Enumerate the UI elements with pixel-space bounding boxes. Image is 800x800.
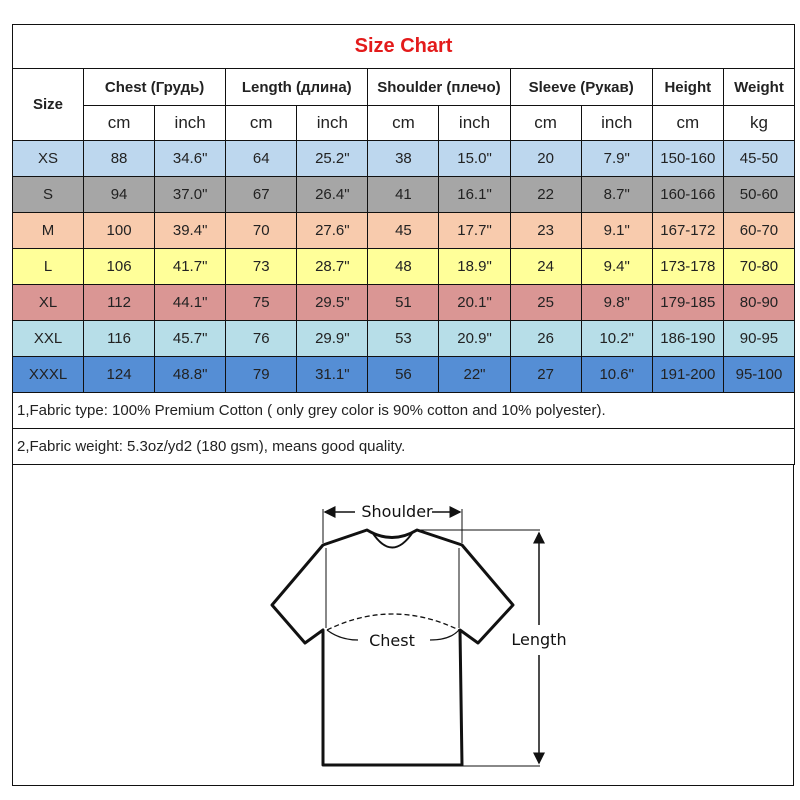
value-cell: 64 [225,140,298,177]
value-cell: 18.9" [438,248,511,285]
size-row-xxxl: XXXL 124 48.8" 79 31.1" 56 22" 27 10.6" 191-200 95… [12,356,796,393]
value-cell: 51 [367,284,440,321]
value-cell: 45-50 [722,140,796,177]
unit-header: inch [154,105,227,141]
value-cell: 60-70 [722,212,796,249]
header-length: Length (длина) [225,68,369,106]
value-cell: 45.7" [154,320,227,357]
size-row-xs: XS 88 34.6" 64 25.2" 38 15.0" 20 7.9" 150-160 45-5… [12,140,796,177]
unit-header: inch [438,105,511,141]
value-cell: 20.1" [438,284,511,321]
value-cell: 10.2" [580,320,653,357]
header-size: Size [12,68,84,141]
unit-header: inch [580,105,653,141]
value-cell: 186-190 [651,320,724,357]
size-row-l: L 106 41.7" 73 28.7" 48 18.9" 24 9.4" 173-178 70-8… [12,248,796,285]
value-cell: 17.7" [438,212,511,249]
value-cell: 20 [509,140,582,177]
value-cell: 24 [509,248,582,285]
value-cell: 50-60 [722,176,796,213]
unit-header: inch [296,105,369,141]
header-weight: Weight [722,68,796,106]
value-cell: 22 [509,176,582,213]
chart-title: Size Chart [11,24,796,69]
chest-label: Chest [369,631,415,650]
unit-header: cm [651,105,724,141]
value-cell: 70 [225,212,298,249]
value-cell: 160-166 [651,176,724,213]
collar [371,531,414,549]
value-cell: 70-80 [722,248,796,285]
size-cell: XL [12,284,84,321]
value-cell: 28.7" [296,248,369,285]
size-cell: L [12,248,84,285]
value-cell: 41.7" [154,248,227,285]
size-row-m: M 100 39.4" 70 27.6" 45 17.7" 23 9.1" 167-172 60-7… [12,212,796,249]
value-cell: 88 [82,140,156,177]
value-cell: 7.9" [580,140,653,177]
size-row-xl: XL 112 44.1" 75 29.5" 51 20.1" 25 9.8" 179-185 80-… [12,284,796,321]
shoulder-label: Shoulder [361,502,433,521]
value-cell: 44.1" [154,284,227,321]
unit-header: cm [509,105,582,141]
tshirt-outline [270,528,515,767]
value-cell: 90-95 [722,320,796,357]
unit-header: cm [225,105,298,141]
value-cell: 80-90 [722,284,796,321]
value-cell: 191-200 [651,356,724,393]
value-cell: 25.2" [296,140,369,177]
value-cell: 100 [82,212,156,249]
value-cell: 10.6" [580,356,653,393]
tshirt-diagram [12,465,794,786]
value-cell: 124 [82,356,156,393]
header-height: Height [651,68,724,106]
value-cell: 22" [438,356,511,393]
size-cell: XXL [12,320,84,357]
value-cell: 73 [225,248,298,285]
value-cell: 25 [509,284,582,321]
value-cell: 41 [367,176,440,213]
value-cell: 150-160 [651,140,724,177]
value-cell: 116 [82,320,156,357]
value-cell: 173-178 [651,248,724,285]
value-cell: 9.4" [580,248,653,285]
unit-header: cm [82,105,156,141]
value-cell: 167-172 [651,212,724,249]
length-label: Length [511,630,566,649]
chest-dashed [326,613,460,631]
value-cell: 53 [367,320,440,357]
size-cell: M [12,212,84,249]
value-cell: 9.8" [580,284,653,321]
value-cell: 29.5" [296,284,369,321]
value-cell: 29.9" [296,320,369,357]
size-row-xxl: XXL 116 45.7" 76 29.9" 53 20.9" 26 10.2" 186-190 9… [12,320,796,357]
value-cell: 20.9" [438,320,511,357]
size-chart-table: Size Chart Size Chest (Грудь) Length (дл… [11,24,796,465]
note-fabric-weight: 2,Fabric weight: 5.3oz/yd2 (180 gsm), me… [11,428,796,465]
note-fabric-type: 1,Fabric type: 100% Premium Cotton ( onl… [11,392,796,429]
value-cell: 45 [367,212,440,249]
value-cell: 26.4" [296,176,369,213]
size-cell: S [12,176,84,213]
value-cell: 27 [509,356,582,393]
value-cell: 95-100 [722,356,796,393]
